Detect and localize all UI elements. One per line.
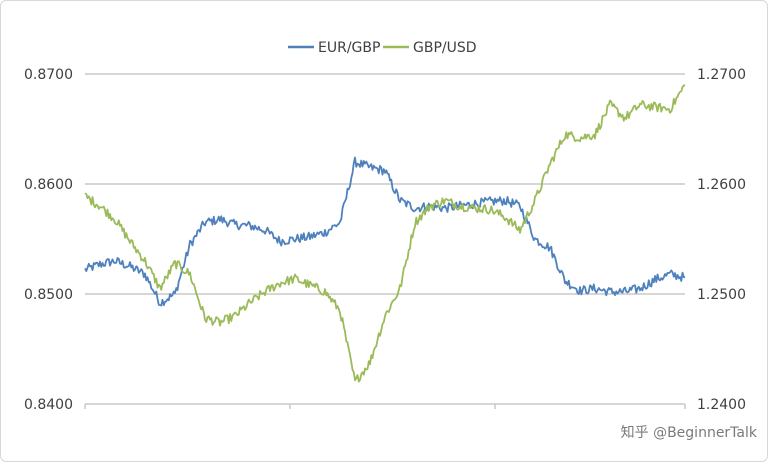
- left-tick-label: 0.8600: [24, 177, 73, 193]
- left-tick-label: 0.8500: [24, 287, 73, 303]
- left-tick-label: 0.8700: [24, 67, 73, 83]
- right-tick-label: 1.2600: [697, 177, 746, 193]
- series-lines: [84, 84, 686, 383]
- legend: EUR/GBP GBP/USD: [288, 40, 477, 56]
- right-tick-label: 1.2500: [697, 287, 746, 303]
- left-tick-label: 0.8400: [24, 397, 73, 413]
- right-tick-label: 1.2400: [697, 397, 746, 413]
- right-tick-label: 1.2700: [697, 67, 746, 83]
- watermark: 知乎 @BeginnerTalk: [621, 424, 758, 441]
- gridlines: [85, 73, 685, 405]
- legend-label: EUR/GBP: [318, 40, 380, 56]
- axes: 0.8400 0.8500 0.8600 0.8700 1.2400 1.2500 1.26…: [24, 67, 746, 413]
- series-line-gbp-usd: [84, 84, 686, 383]
- legend-label: GBP/USD: [413, 40, 477, 56]
- series-line-eur-gbp: [84, 156, 686, 307]
